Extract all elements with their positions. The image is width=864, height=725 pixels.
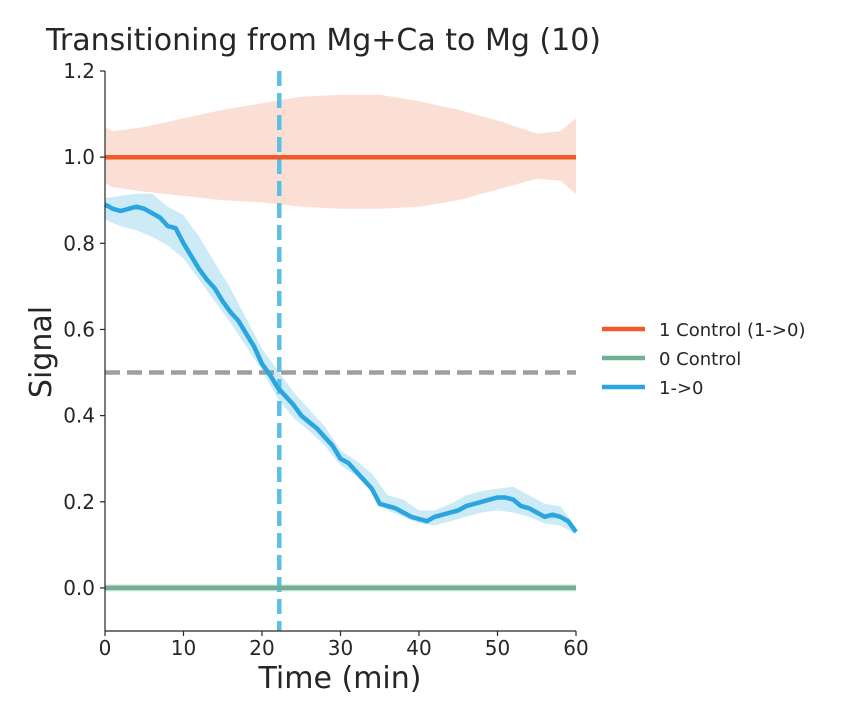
legend: 1 Control (1->0) 0 Control 1->0 (602, 320, 806, 399)
series-band-0 (105, 94, 576, 209)
y-tick-label: 0.4 (63, 404, 95, 428)
x-tick-label: 40 (406, 636, 431, 660)
axes: 0 10 20 30 40 50 60 0.0 0.2 0.4 0.6 0.8 1.0 1.2 (63, 59, 589, 660)
legend-label-2: 1->0 (659, 378, 703, 399)
legend-label-0: 1 Control (1->0) (659, 320, 806, 341)
x-tick-label: 20 (249, 636, 274, 660)
y-tick-label: 0.6 (63, 317, 95, 341)
x-axis-label: Time (min) (258, 661, 422, 696)
chart-title: Transitioning from Mg+Ca to Mg (10) (45, 23, 601, 58)
series-lines (103, 154, 578, 591)
y-tick-label: 0.2 (63, 490, 95, 514)
y-axis-label: Signal (24, 306, 59, 398)
x-tick-label: 10 (171, 636, 196, 660)
y-tick-label: 0.0 (63, 576, 95, 600)
y-tick-label: 1.2 (63, 59, 95, 83)
x-tick-label: 0 (99, 636, 112, 660)
x-tick-label: 60 (563, 636, 588, 660)
x-tick-label: 50 (485, 636, 510, 660)
confidence-bands (105, 94, 576, 592)
y-tick-label: 1.0 (63, 145, 95, 169)
series-band-2 (105, 193, 576, 535)
series-line-2 (103, 202, 578, 534)
reference-lines (105, 71, 576, 631)
y-tick-label: 0.8 (63, 231, 95, 255)
x-tick-label: 30 (328, 636, 353, 660)
legend-label-1: 0 Control (659, 349, 741, 370)
